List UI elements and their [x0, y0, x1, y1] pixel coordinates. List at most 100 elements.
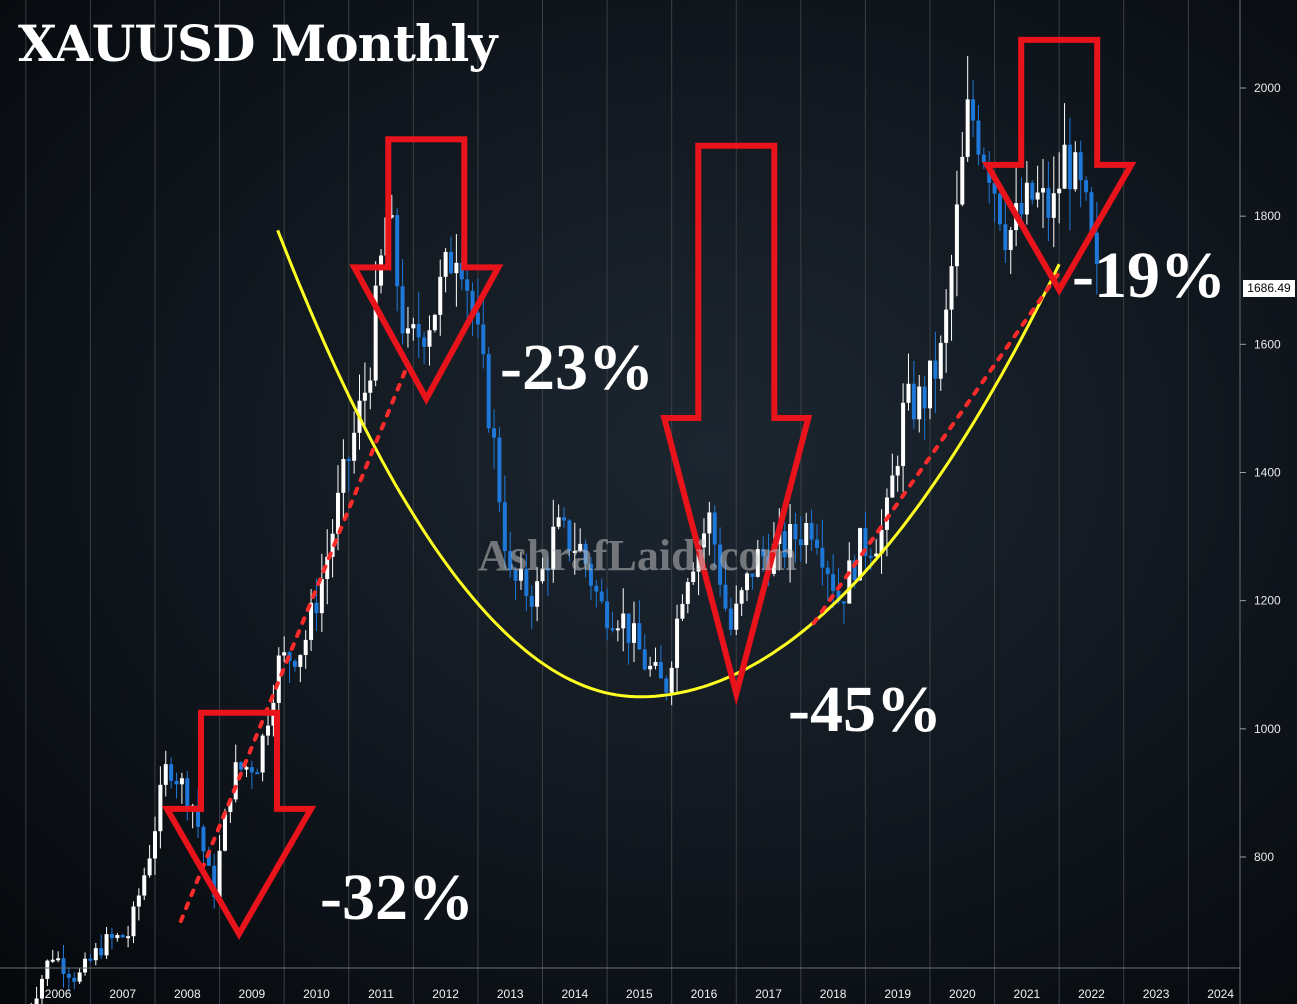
candle-body: [540, 568, 545, 582]
candle-body: [260, 735, 265, 773]
candle-body: [863, 528, 868, 556]
candle-body: [992, 182, 997, 194]
candle-body: [605, 601, 610, 629]
down-arrow: [349, 136, 504, 406]
candle-body: [508, 551, 513, 571]
candle-body: [782, 531, 787, 558]
candle-body: [395, 215, 400, 287]
candle-body: [136, 895, 141, 907]
candle-body: [206, 851, 211, 866]
candle-body: [879, 529, 884, 554]
candle-body: [545, 568, 550, 571]
candle-body: [895, 466, 900, 476]
candle-body: [346, 459, 351, 462]
x-tick-label: 2021: [1014, 987, 1041, 1001]
candle-body: [362, 392, 367, 401]
candle-body: [45, 960, 50, 979]
candle-body: [874, 553, 879, 557]
candle-body: [400, 286, 405, 334]
x-tick-label: 2006: [45, 987, 72, 1001]
candle-body: [1084, 180, 1089, 193]
candle-body: [239, 762, 244, 770]
candle-body: [820, 547, 825, 568]
candle-body: [567, 520, 572, 552]
candle-body: [443, 251, 448, 277]
candle-body: [707, 512, 712, 534]
candle-body: [976, 120, 981, 155]
candle-body: [691, 571, 696, 583]
candle-body: [841, 601, 846, 604]
candle-body: [1019, 203, 1024, 215]
candle-body: [728, 608, 733, 630]
candle-body: [529, 595, 534, 607]
candle-body: [416, 324, 421, 338]
candle-body: [131, 906, 136, 937]
candle-body: [502, 502, 507, 552]
candle-body: [77, 972, 82, 982]
x-tick-label: 2015: [626, 987, 653, 1001]
candle-body: [233, 762, 238, 800]
candle-body: [675, 618, 680, 668]
candle-body: [201, 826, 206, 852]
candle-body: [142, 875, 147, 896]
arrow-layer: [161, 36, 1137, 940]
candle-body: [933, 360, 938, 379]
candle-body: [449, 251, 454, 274]
trendline: [811, 270, 1062, 626]
y-tick-label: 1200: [1254, 594, 1281, 608]
candle-body: [610, 628, 615, 631]
candle-body: [761, 549, 766, 557]
candle-body: [158, 784, 163, 832]
candle-body: [685, 582, 690, 604]
candle-body: [997, 193, 1002, 225]
candle-body: [1062, 144, 1067, 189]
candle-body: [755, 549, 760, 577]
candle-body: [228, 799, 233, 812]
grid-layer: [25, 0, 1189, 1004]
candle-body: [39, 978, 44, 999]
candle-body: [809, 522, 814, 540]
candle-body: [465, 279, 470, 291]
candle-body: [594, 585, 599, 592]
candle-body: [1067, 144, 1072, 190]
annotation-label-19: -19%: [1072, 239, 1226, 312]
candle-body: [1041, 188, 1046, 193]
candle-body: [664, 678, 669, 693]
candle-body: [309, 602, 314, 640]
candle-body: [836, 590, 841, 602]
candle-body: [470, 290, 475, 313]
candle-body: [147, 858, 152, 876]
candle-body: [901, 402, 906, 467]
candle-body: [34, 998, 39, 1004]
candle-body: [244, 767, 249, 770]
candle-body: [513, 570, 518, 581]
candle-body: [890, 475, 895, 498]
candle-body: [255, 772, 260, 775]
candle-body: [621, 613, 626, 629]
x-tick-label: 2013: [497, 987, 524, 1001]
x-tick-label: 2024: [1207, 987, 1234, 1001]
x-tick-label: 2023: [1143, 987, 1170, 1001]
candle-body: [109, 934, 114, 939]
candle-body: [196, 805, 201, 827]
watermark: AshrafLaidi.com: [478, 531, 797, 580]
candle-body: [185, 778, 190, 809]
down-arrow: [660, 142, 813, 706]
candle-body: [583, 543, 588, 564]
candle-body: [556, 517, 561, 527]
candle-body: [249, 767, 254, 773]
candle-body: [481, 324, 486, 355]
candle-body: [438, 276, 443, 315]
candle-body: [701, 533, 706, 548]
x-tick-label: 2018: [820, 987, 847, 1001]
y-tick-label: 2000: [1254, 81, 1281, 95]
candle-body: [658, 662, 663, 679]
candle-body: [432, 314, 437, 331]
candle-body: [831, 574, 836, 591]
candle-body: [745, 573, 750, 591]
candle-body: [960, 156, 965, 205]
x-tick-label: 2012: [432, 987, 459, 1001]
candle-body: [922, 386, 927, 409]
